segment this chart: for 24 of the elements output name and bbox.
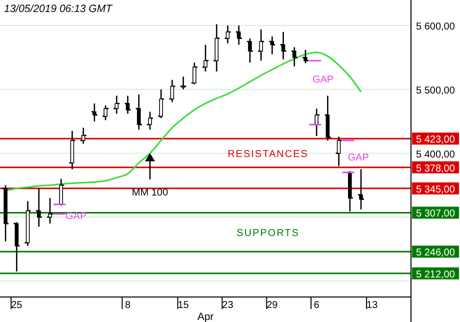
x-tick-label: 6 [314,300,320,311]
x-tick-label: 8 [124,300,131,311]
annotation: MM 100 [132,187,168,198]
ref-line-label: 5 378,00 [416,163,456,174]
x-tick-label: 29 [266,300,278,311]
y-tick-label: 5 500,00 [416,85,456,96]
y-tick-label: 5 400,00 [416,149,456,160]
annotation: GAP [312,74,334,86]
ref-line-label: 5 345,00 [416,184,456,196]
x-tick-label: 15 [178,300,190,311]
ref-line-label: 5 212,00 [416,269,456,280]
annotation: GAP [348,152,370,164]
x-tick-label: 23 [222,300,234,311]
annotation: SUPPORTS [236,228,300,240]
y-tick-label: 5 600,00 [416,22,456,33]
x-tick-label: 13 [366,300,378,311]
ref-line-label: 5 246,00 [416,248,456,259]
annotation: 13/05/2019 06:13 GMT [4,3,114,15]
ref-line-label: 5 423,00 [416,134,456,146]
x-tick-label: 25 [11,300,23,311]
annotation: RESISTANCES [228,148,308,160]
x-axis-title: Apr [197,311,214,322]
annotation: GAP [66,211,87,222]
ref-line-label: 5 307,00 [416,208,456,220]
